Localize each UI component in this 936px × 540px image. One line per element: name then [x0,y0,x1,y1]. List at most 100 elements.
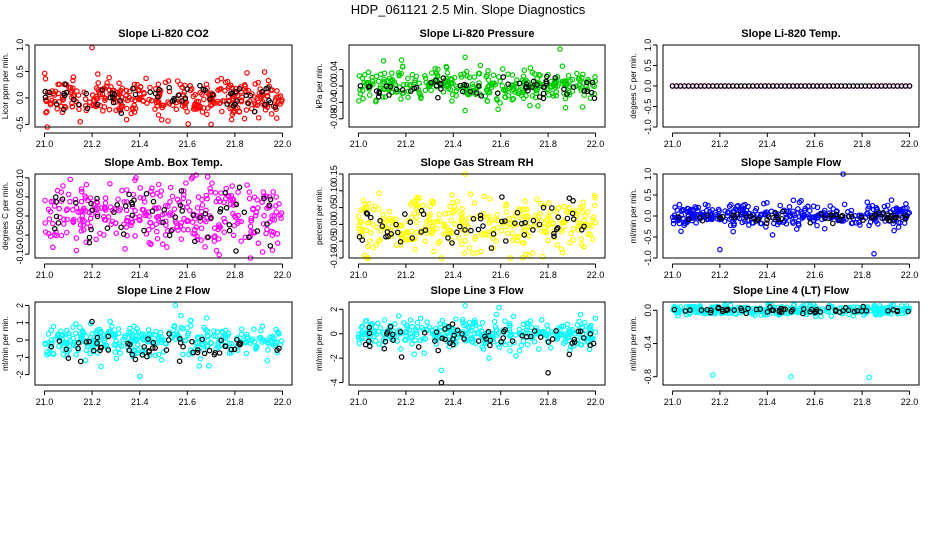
data-point [233,89,239,95]
data-point [117,97,123,104]
data-point [162,79,169,86]
data-point [60,332,67,339]
data-point [504,230,511,237]
data-point [797,209,804,215]
data-point [523,81,530,87]
data-point [257,93,264,100]
data-point [436,238,443,245]
data-point [123,87,130,94]
data-point [433,225,440,232]
data-point [136,373,143,380]
data-point [551,233,557,240]
data-point [454,229,460,236]
data-point [126,88,133,95]
data-point [106,328,113,335]
y-tick-label: 1 [15,320,25,325]
data-point [577,311,584,318]
data-point [461,250,468,256]
data-point [199,336,206,343]
data-point [545,213,552,220]
data-point [252,81,259,87]
data-point [476,330,482,336]
data-point [502,218,508,224]
data-point [591,202,598,209]
data-point [545,339,552,345]
data-point [118,110,125,117]
x-tick-label: 21.4 [445,270,463,280]
data-point [438,367,445,374]
data-point [203,81,210,88]
data-point [356,234,363,240]
data-point [591,95,598,102]
data-point [758,220,765,227]
data-point [122,96,129,102]
data-point [132,233,138,239]
data-point [409,235,416,241]
data-point [233,201,240,208]
chart-panel-7: Slope Line 2 Flow 21.0 21.2 21.4 21.6 21.8 22.… [1,285,293,407]
data-point [451,208,457,214]
data-point [234,336,240,343]
data-point [388,231,395,237]
data-point [685,216,692,223]
data-point [205,234,211,241]
data-point [52,194,59,200]
y-tick-label: -4 [329,379,339,387]
data-point [575,227,582,233]
y-tick-label: 0.00 [329,216,339,234]
data-point [246,189,253,195]
data-point [268,338,275,345]
data-point [381,76,387,83]
data-point [407,219,414,226]
data-point [272,97,279,103]
data-points [41,44,285,130]
data-point [72,330,79,337]
data-point [242,234,249,241]
data-point [757,306,764,312]
y-tick-label: -0.04 [329,92,339,113]
x-tick-label: 22.0 [587,139,605,149]
y-tick-label: 0.10 [15,169,25,187]
x-tick-label: 21.6 [806,270,824,280]
data-point [397,329,404,335]
data-point [165,203,171,210]
y-axis-label: degrees C per min. [1,182,10,250]
x-tick-label: 21.4 [131,397,149,407]
data-point [107,181,113,187]
y-axis-label: kPa per min. [315,64,324,109]
data-point [212,333,219,340]
data-point [559,63,566,69]
data-point [59,109,66,116]
data-point [389,331,396,338]
data-point [517,214,523,221]
data-point [587,342,594,349]
data-point [177,81,184,88]
data-point [225,85,232,91]
data-point [452,221,458,227]
data-point [458,74,465,80]
data-point [772,210,779,217]
data-point [407,201,414,208]
data-point [112,349,119,356]
data-point [399,90,406,97]
data-point [153,332,159,338]
data-point [776,307,783,314]
data-point [386,92,392,98]
data-point [271,335,277,341]
y-tick-label: -0.05 [329,231,339,252]
data-point [104,80,110,86]
data-point [416,194,423,201]
data-point [444,70,451,76]
data-point [705,202,711,209]
data-point [592,194,598,201]
data-point [147,220,154,226]
data-point [92,206,99,213]
data-point [49,220,56,227]
data-point [357,91,364,97]
data-point [137,194,144,201]
data-point [212,190,219,196]
data-point [83,333,90,340]
data-point [411,79,418,86]
data-point [69,103,76,110]
data-point [409,323,415,330]
